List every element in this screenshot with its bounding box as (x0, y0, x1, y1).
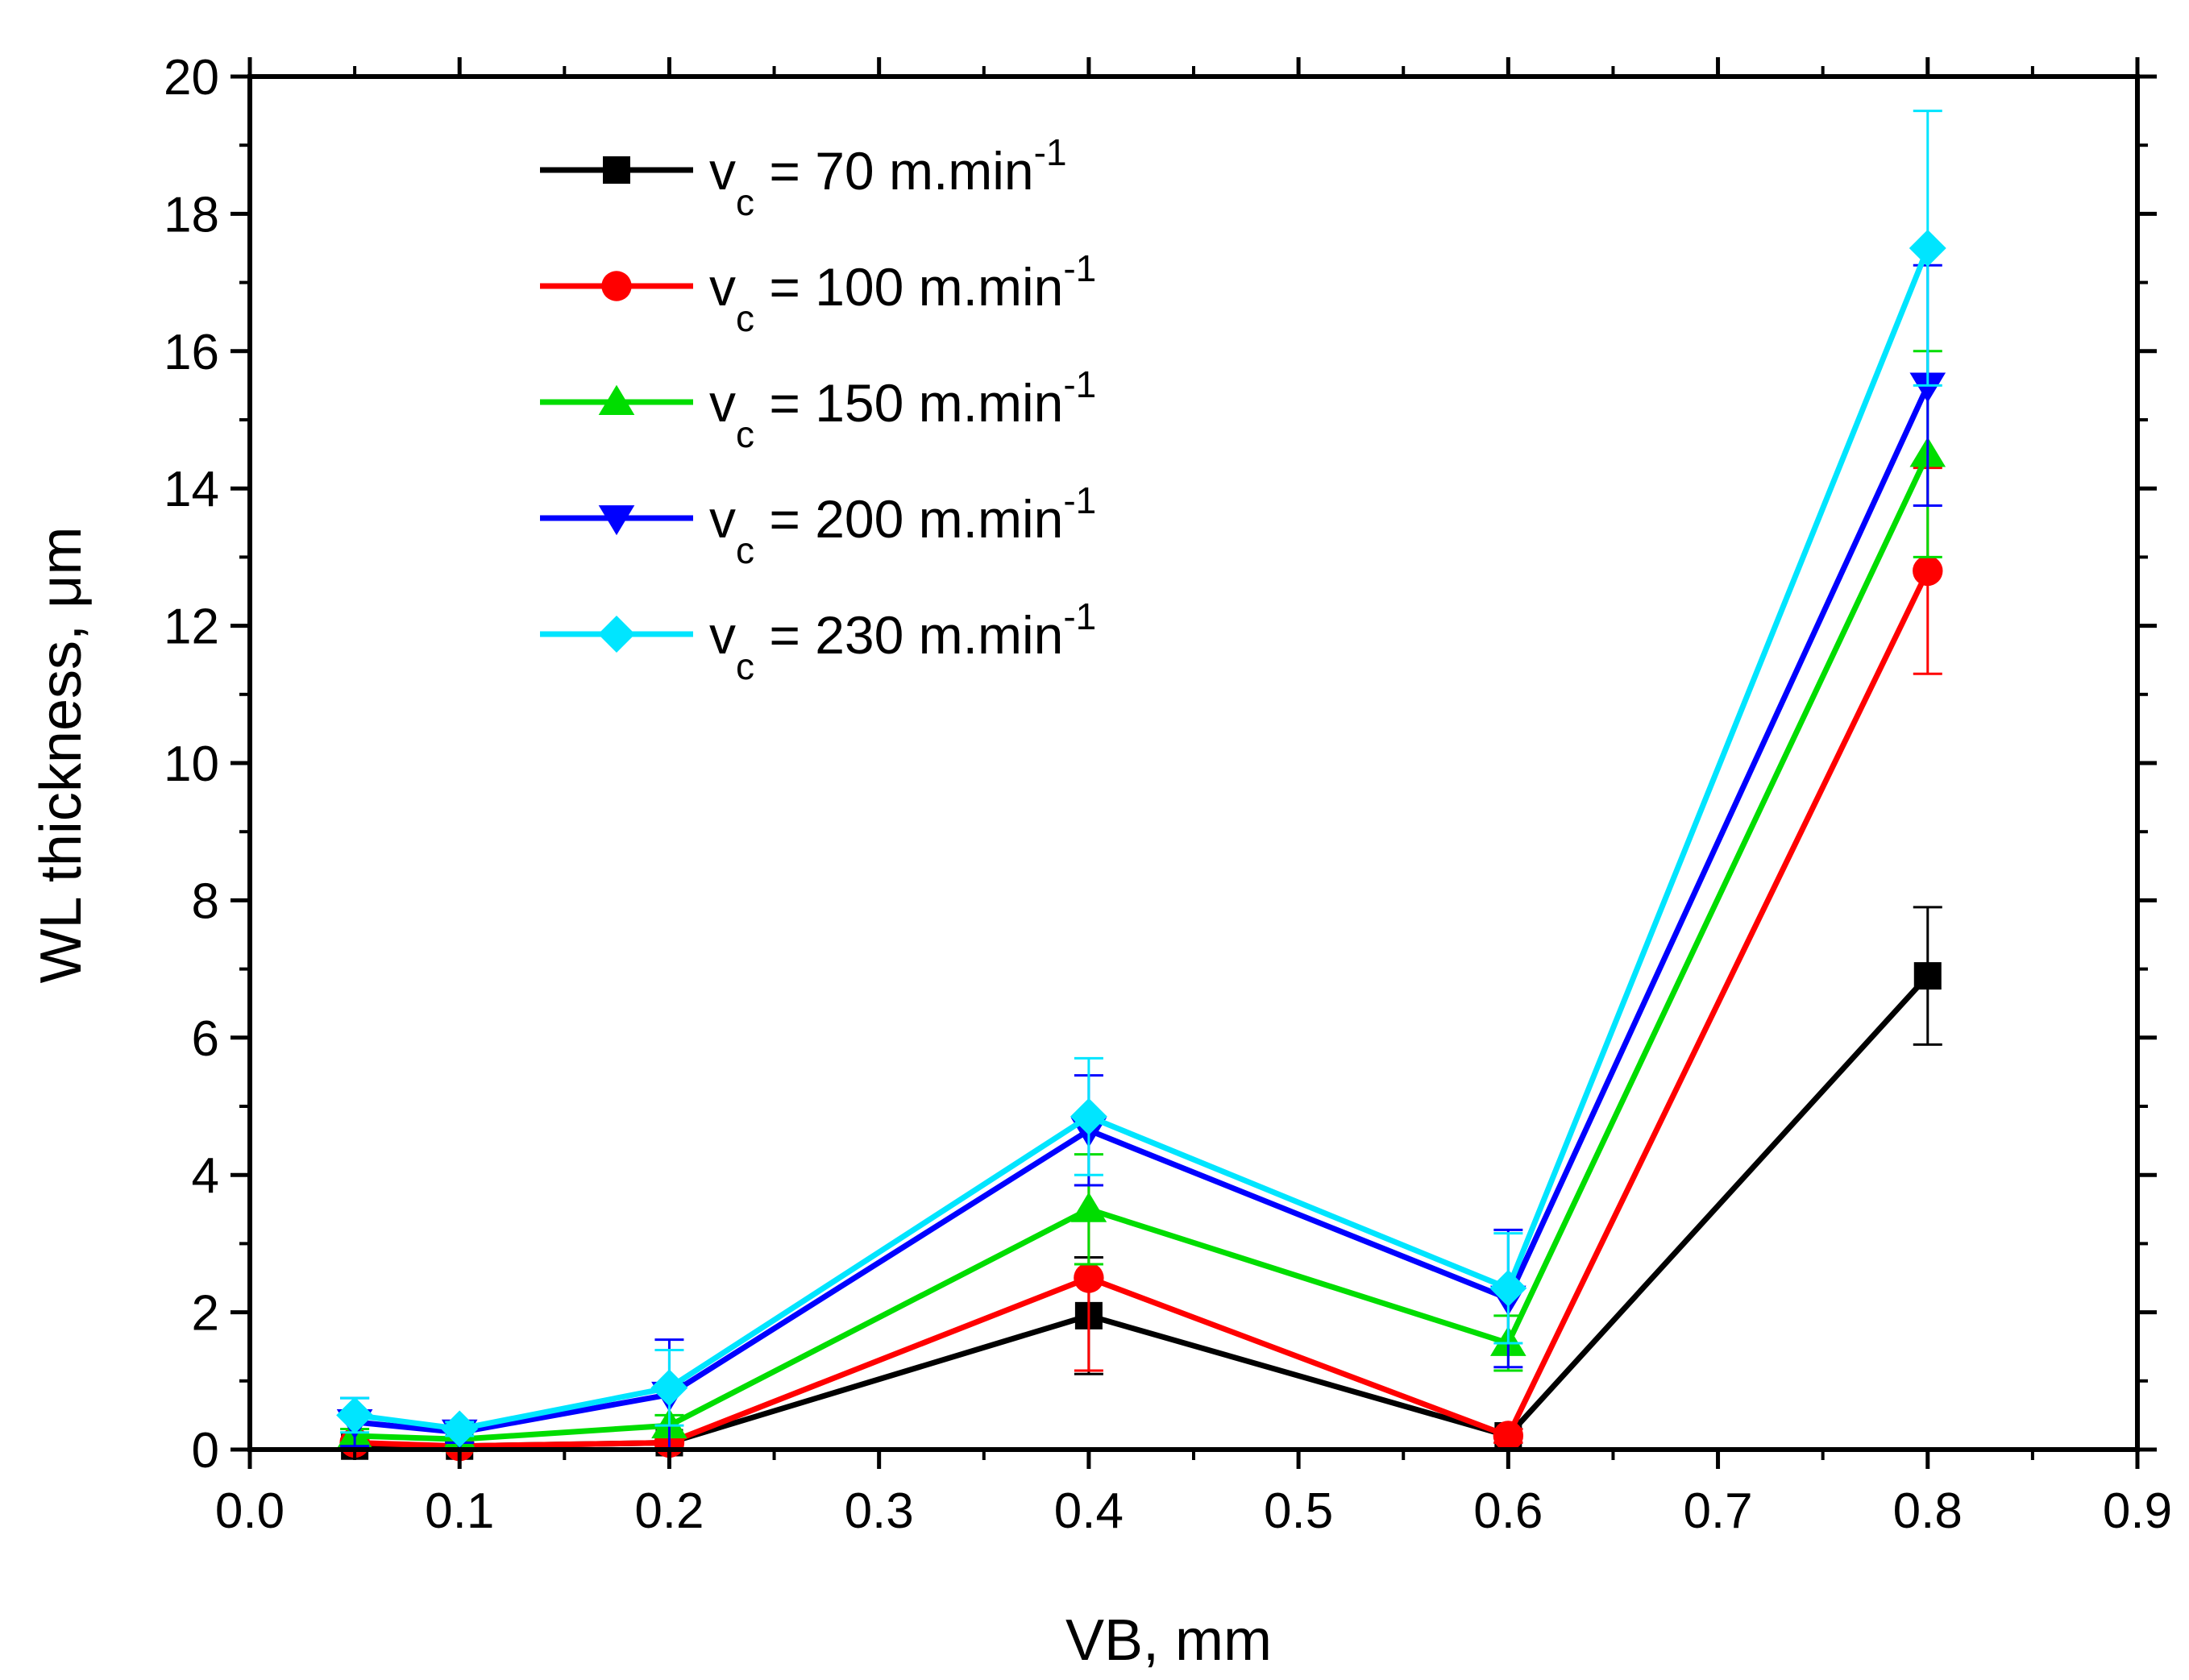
series-4 (336, 110, 1946, 1448)
x-tick-label: 0.1 (425, 1483, 494, 1539)
x-axis-title: VB, mm (1065, 1608, 1272, 1673)
legend-marker (598, 505, 635, 536)
data-point (1489, 1269, 1527, 1307)
data-point (650, 1369, 688, 1407)
y-tick-label: 0 (192, 1423, 219, 1479)
series-line (355, 973, 1930, 1450)
legend-entry-0: vc = 70 m.min-1 (540, 131, 1067, 223)
legend-entry-3: vc = 200 m.min-1 (540, 479, 1096, 571)
series-3 (336, 263, 1946, 1451)
legend-marker (603, 156, 630, 184)
x-tick-label: 0.8 (1893, 1483, 1963, 1539)
series-line (354, 569, 1930, 1450)
legend-marker (598, 384, 635, 415)
series-line (354, 453, 1930, 1442)
series-line (354, 247, 1931, 1432)
y-tick-label: 12 (164, 599, 219, 655)
series-layer (336, 110, 1946, 1462)
y-tick-label: 16 (164, 325, 219, 380)
y-tick-label: 10 (164, 736, 219, 792)
series-line (354, 384, 1930, 1436)
data-point (1913, 962, 1942, 990)
data-point (1493, 1421, 1524, 1451)
series-1 (339, 467, 1943, 1462)
data-point (1070, 1097, 1107, 1135)
data-point (441, 1410, 479, 1448)
series-0 (340, 906, 1942, 1460)
x-tick-label: 0.4 (1054, 1483, 1124, 1539)
x-tick-label: 0.6 (1473, 1483, 1543, 1539)
legend-marker (601, 271, 632, 301)
legend-label: vc = 230 m.min-1 (709, 595, 1096, 687)
legend-label: vc = 70 m.min-1 (709, 131, 1067, 223)
legend-entry-1: vc = 100 m.min-1 (540, 247, 1096, 339)
legend-label: vc = 200 m.min-1 (709, 479, 1096, 571)
x-tick-label: 0.5 (1264, 1483, 1333, 1539)
legend-marker (598, 616, 635, 653)
data-point (1070, 1192, 1107, 1222)
axes-frame (231, 57, 2157, 1469)
tick-labels: 0.0 0.1 0.2 0.3 0.4 0.5 0.6 0.7 0.8 0.9 0 2 4 6 8 10 12 1… (164, 50, 2172, 1539)
legend-label: vc = 150 m.min-1 (709, 363, 1096, 455)
y-tick-label: 8 (192, 873, 219, 929)
x-tick-label: 0.9 (2103, 1483, 2172, 1539)
legend: vc = 70 m.min-1 vc = 100 m.min-1 vc = 150 … (540, 131, 1096, 687)
x-tick-label: 0.7 (1683, 1483, 1752, 1539)
x-tick-label: 0.0 (215, 1483, 285, 1539)
data-point (1909, 230, 1946, 267)
data-point (1913, 555, 1943, 587)
data-point (1909, 372, 1946, 403)
data-point (1074, 1263, 1104, 1293)
x-tick-label: 0.2 (634, 1483, 704, 1539)
data-point (336, 1396, 374, 1434)
legend-entry-4: vc = 230 m.min-1 (540, 595, 1096, 687)
legend-entry-2: vc = 150 m.min-1 (540, 363, 1096, 455)
y-tick-label: 6 (192, 1011, 219, 1067)
y-axis-title: WL thickness, μm (29, 527, 93, 984)
y-tick-label: 14 (164, 462, 219, 517)
x-tick-label: 0.3 (845, 1483, 914, 1539)
legend-label: vc = 100 m.min-1 (709, 247, 1096, 339)
y-tick-label: 2 (192, 1286, 219, 1342)
y-tick-label: 4 (192, 1148, 219, 1204)
y-tick-label: 20 (164, 50, 219, 106)
y-tick-label: 18 (164, 187, 219, 243)
